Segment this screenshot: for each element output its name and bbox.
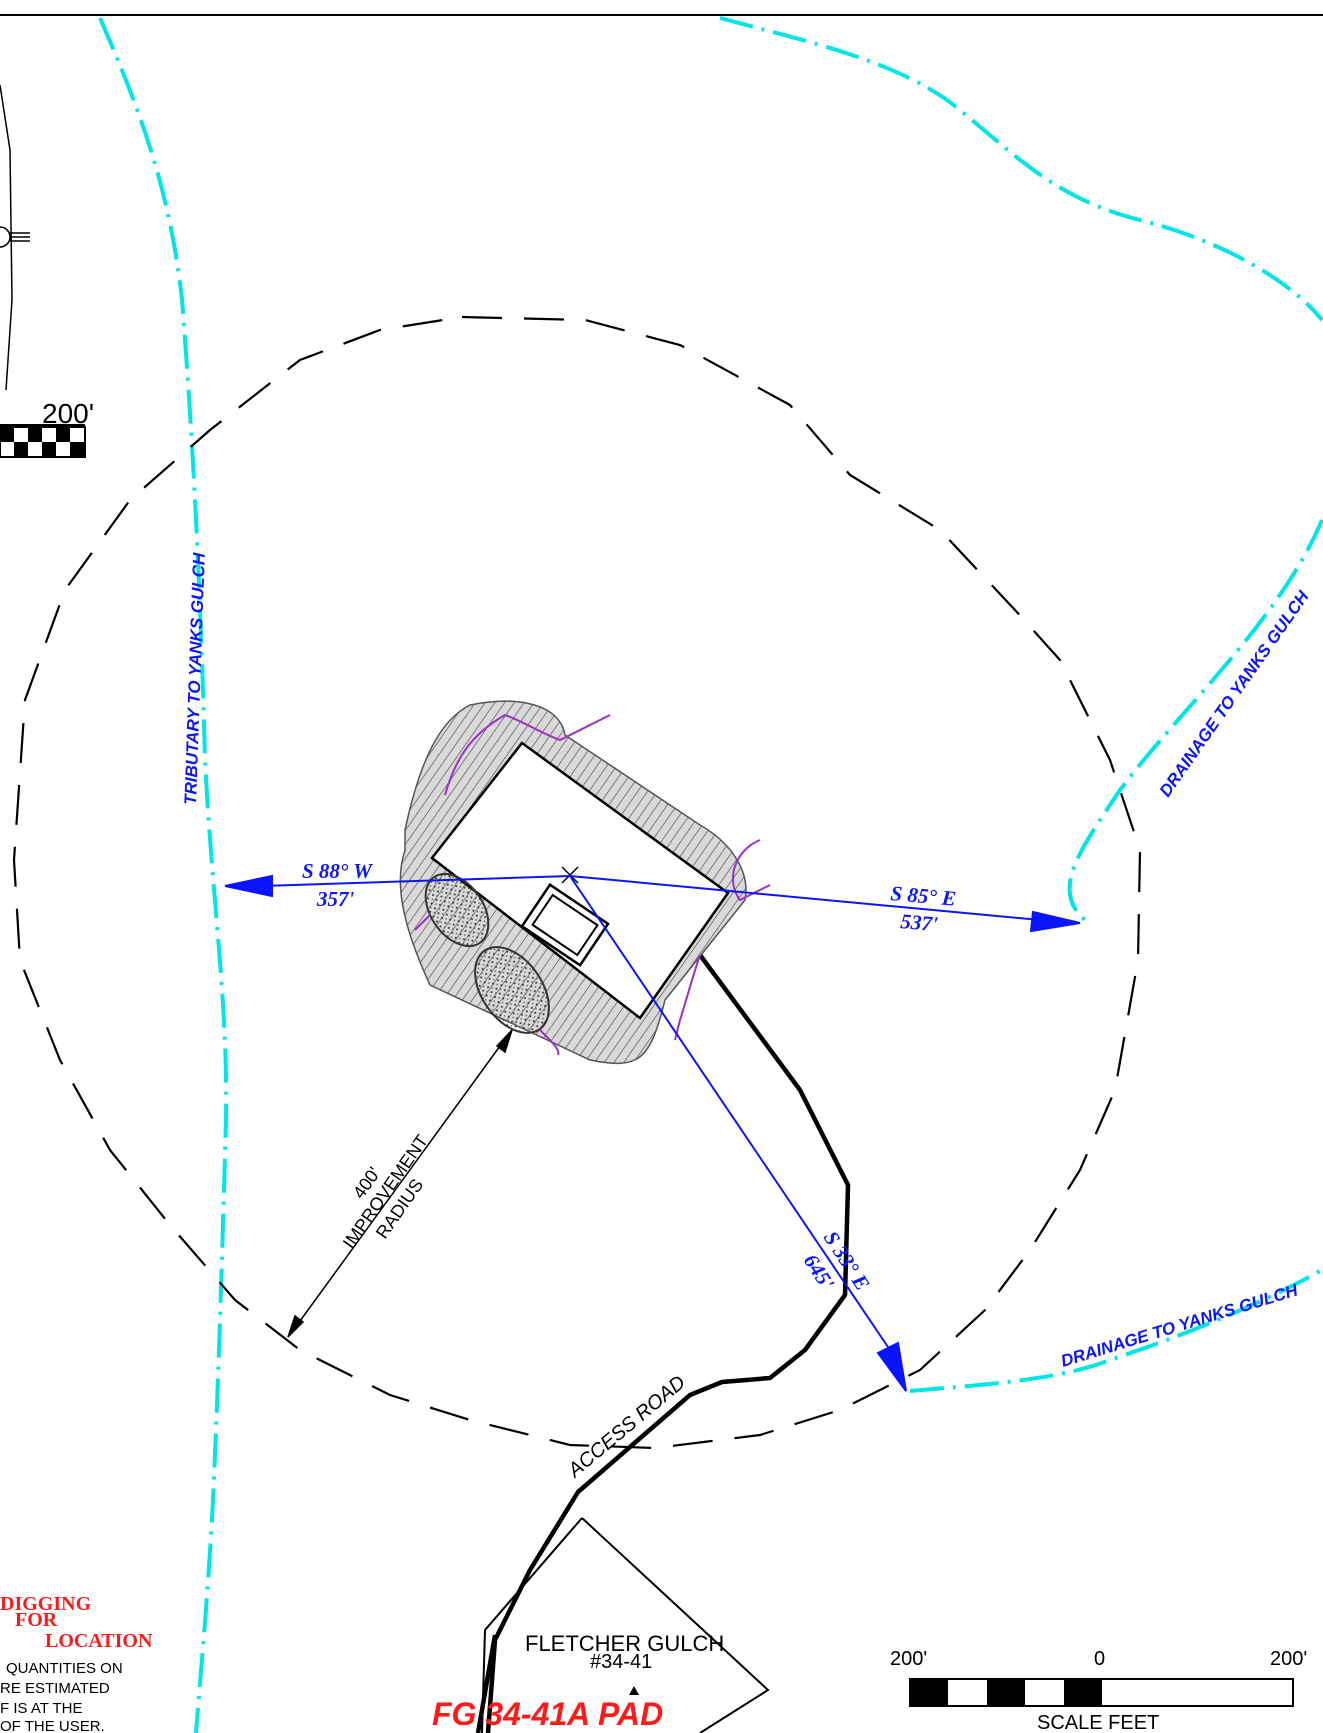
note-body-line1: QUANTITIES ON — [6, 1660, 123, 1677]
well-center-marker — [561, 866, 579, 884]
well-label-line2: #34-41 — [590, 1651, 652, 1673]
note-body-line3: F IS AT THE — [0, 1700, 83, 1717]
bearing-lines — [224, 874, 1081, 1392]
drainage-upper-label: DRAINAGE TO YANKS GULCH — [1156, 587, 1313, 800]
well-triangle-marker — [629, 1686, 639, 1695]
drainage-lower-label: DRAINAGE TO YANKS GULCH — [1059, 1280, 1301, 1370]
inset-scale-label: 200' — [42, 398, 94, 429]
access-road-line — [485, 953, 851, 1733]
tributary-drainage-line — [98, 17, 229, 1733]
bearing-east-distance: 537' — [900, 909, 939, 936]
improvement-radius-boundary — [12, 315, 1142, 1450]
drainage-lower-line — [909, 1268, 1323, 1393]
pad-surface — [430, 741, 730, 1020]
silt-fence — [414, 713, 771, 1056]
pad-title: FG 34-41A PAD — [432, 1696, 663, 1732]
access-road-branch — [475, 1634, 498, 1733]
arrowhead-southeast — [876, 1341, 907, 1392]
note-body-line4: OF THE USER. — [0, 1718, 105, 1733]
bearing-west-distance: 357' — [316, 887, 355, 911]
scale-bar-caption: SCALE FEET — [1037, 1712, 1159, 1733]
rig-box — [520, 882, 610, 968]
note-heading-line2: FOR — [15, 1609, 58, 1631]
arrowhead-west — [224, 874, 273, 898]
radius-dimension-arrow — [287, 1029, 513, 1338]
bearing-line-southeast — [569, 875, 891, 1351]
arrowhead-east — [1029, 910, 1081, 933]
north-arrow-inset — [0, 84, 30, 391]
note-heading-line1: DIGGING — [0, 1593, 92, 1615]
scale-bar-left-label: 200' — [890, 1648, 927, 1670]
inset-scale-bar — [0, 424, 86, 458]
scale-bar-center-label: 0 — [1094, 1648, 1105, 1670]
note-heading-line3: LOCATION — [45, 1630, 153, 1652]
well-location-diamond — [481, 1517, 770, 1733]
access-road-label: ACCESS ROAD — [563, 1371, 689, 1482]
topsoil-pile-1 — [424, 872, 490, 948]
bearing-line-east — [569, 875, 1041, 921]
scale-bar-right-label: 200' — [1270, 1648, 1307, 1670]
bearing-line-west — [261, 875, 571, 887]
drainage-upper-line — [719, 16, 1323, 922]
bearing-west-label: S 88° W — [302, 859, 373, 883]
well-pad — [399, 700, 771, 1065]
scale-bar — [909, 1678, 1294, 1707]
tributary-label: TRIBUTARY TO YANKS GULCH — [181, 552, 209, 805]
bearing-east-label: S 85° E — [890, 881, 957, 911]
note-body-line2: RE ESTIMATED — [0, 1680, 110, 1697]
topsoil-pile-2 — [474, 946, 550, 1034]
well-label-line1: FLETCHER GULCH — [525, 1631, 724, 1656]
